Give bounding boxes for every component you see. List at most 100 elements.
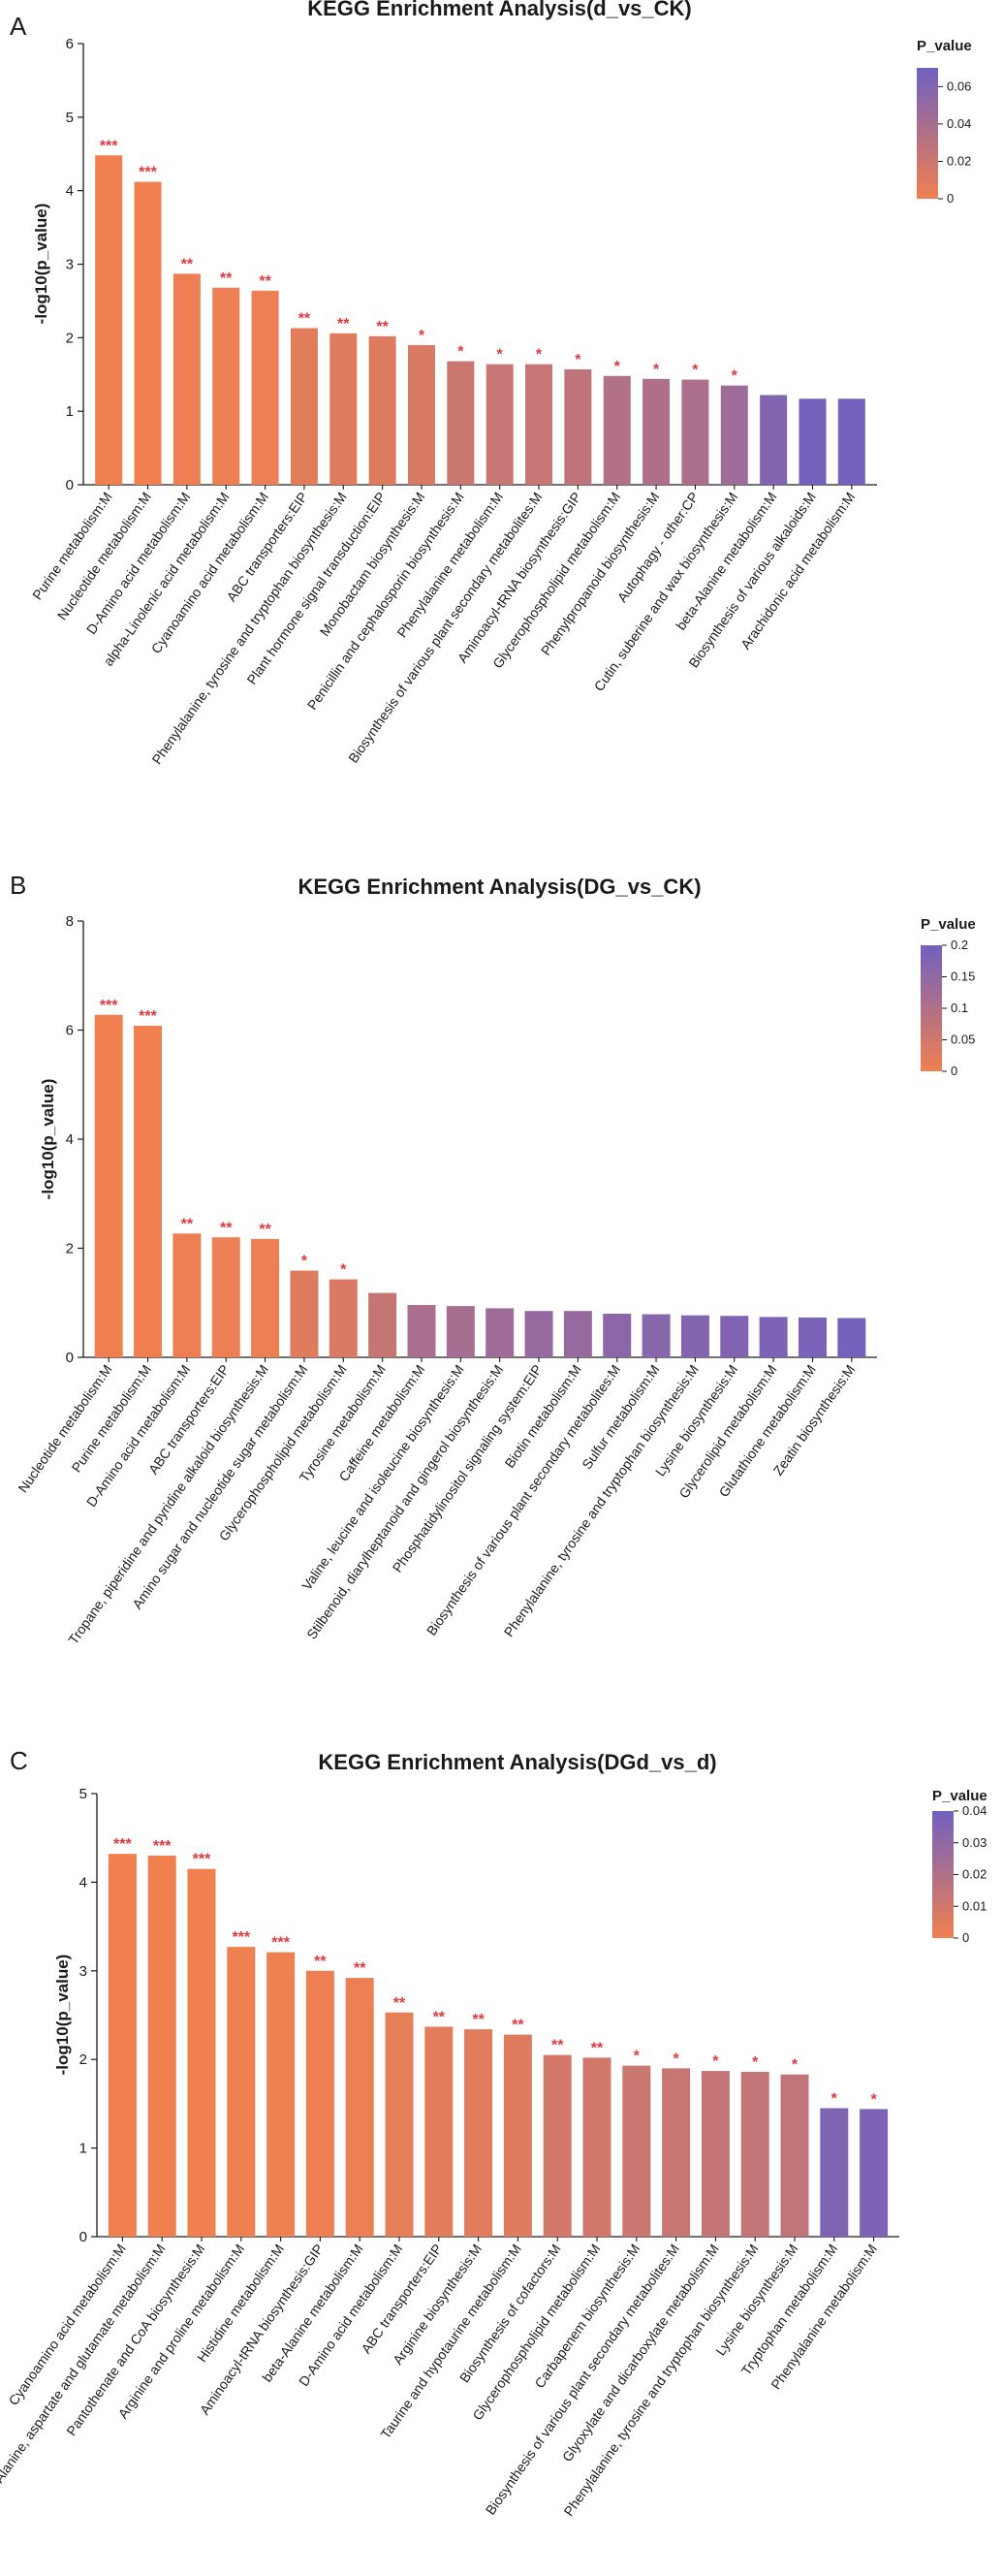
- bar: [662, 2068, 691, 2237]
- legend-tick-label: 0.06: [947, 79, 971, 93]
- significance-label: ***: [100, 998, 118, 1014]
- bar: [94, 1014, 123, 1357]
- significance-label: *: [792, 2057, 799, 2074]
- bar: [720, 1316, 749, 1357]
- bar: [424, 2026, 454, 2237]
- significance-label: **: [354, 1960, 366, 1977]
- bar: [329, 333, 358, 485]
- legend-tick-label: 0: [951, 1064, 957, 1078]
- bar: [251, 290, 279, 485]
- significance-label: *: [457, 344, 464, 361]
- bar: [720, 385, 748, 485]
- significance-label: *: [419, 328, 425, 344]
- bar: [266, 1952, 296, 2237]
- chart-panel-a: A KEGG Enrichment Analysis(d_vs_CK) 0 1 2 3 4 5…: [10, 0, 972, 767]
- bar: [95, 155, 123, 485]
- bar: [290, 1270, 319, 1357]
- bar: [798, 1317, 827, 1357]
- legend-title: P_value: [932, 1788, 987, 1804]
- bar: [108, 1854, 137, 2237]
- bar: [486, 364, 514, 485]
- bar: [681, 379, 709, 485]
- significance-label: *: [870, 2091, 877, 2108]
- significance-label: **: [259, 1222, 271, 1238]
- legend-colorbar: [921, 945, 942, 1071]
- bar: [446, 1306, 475, 1357]
- significance-label: ***: [113, 1836, 132, 1853]
- bar: [603, 375, 631, 485]
- significance-label: **: [551, 2038, 564, 2054]
- significance-label: **: [472, 2012, 485, 2028]
- bar: [503, 2034, 532, 2237]
- bar: [172, 273, 201, 485]
- significance-label: **: [314, 1954, 327, 1970]
- bar: [486, 1308, 515, 1357]
- bar: [212, 287, 240, 485]
- y-axis-label: -log10(p_value): [32, 204, 50, 325]
- bar: [837, 1318, 866, 1357]
- significance-label: *: [831, 2090, 838, 2107]
- y-tick-label: 4: [79, 1874, 87, 1891]
- panel-letter: B: [10, 871, 26, 900]
- bar: [680, 1315, 709, 1357]
- bar: [407, 1305, 436, 1357]
- y-tick-label: 5: [66, 110, 74, 126]
- chart-title: KEGG Enrichment Analysis(d_vs_CK): [307, 0, 692, 20]
- significance-label: **: [433, 2009, 446, 2025]
- significance-label: ***: [232, 1929, 250, 1946]
- significance-label: *: [732, 368, 738, 385]
- bar: [525, 364, 553, 485]
- y-tick-label: 8: [66, 913, 74, 930]
- legend-tick-label: 0.03: [962, 1835, 987, 1850]
- y-tick-label: 2: [66, 1241, 74, 1257]
- legend-tick-label: 0.15: [951, 970, 975, 984]
- significance-label: *: [301, 1254, 308, 1270]
- bar: [780, 2074, 809, 2237]
- bar: [701, 2071, 730, 2237]
- bar: [759, 1317, 788, 1357]
- y-tick-label: 6: [66, 36, 74, 52]
- significance-label: **: [591, 2040, 604, 2056]
- y-tick-label: 4: [66, 1131, 74, 1148]
- bar: [407, 344, 435, 485]
- significance-label: **: [181, 256, 194, 272]
- legend-tick-label: 0: [962, 1930, 969, 1945]
- y-tick-label: 3: [66, 257, 74, 273]
- y-tick-label: 4: [66, 183, 74, 200]
- legend-tick-label: 0.2: [951, 938, 968, 952]
- legend-colorbar: [932, 1811, 954, 1938]
- significance-label: **: [337, 316, 350, 333]
- bar: [837, 398, 865, 485]
- significance-label: *: [692, 363, 699, 379]
- chart-panel-b: B KEGG Enrichment Analysis(DG_vs_CK) 0 2 4 6 8…: [10, 871, 976, 1647]
- bar: [622, 2065, 651, 2237]
- chart-panel-c: C KEGG Enrichment Analysis(DGd_vs_d) 0 1 2 3 4…: [0, 1746, 987, 2519]
- legend-colorbar: [917, 68, 938, 199]
- category-label: Cutin, suberine and wax biosynthesis:M: [591, 490, 741, 694]
- significance-label: ***: [271, 1935, 290, 1952]
- bar: [642, 1314, 671, 1357]
- significance-label: **: [512, 2018, 524, 2034]
- significance-label: ***: [139, 165, 157, 181]
- significance-label: **: [298, 310, 311, 327]
- bar: [385, 2012, 414, 2237]
- bar: [329, 1279, 358, 1357]
- bar: [251, 1238, 280, 1357]
- significance-label: *: [712, 2053, 719, 2070]
- legend-tick-label: 0.02: [962, 1867, 987, 1882]
- bar: [305, 1970, 334, 2237]
- bar: [563, 1311, 592, 1357]
- significance-label: *: [497, 347, 504, 364]
- y-tick-label: 0: [79, 2229, 87, 2245]
- legend-title: P_value: [917, 38, 972, 54]
- bar: [368, 1292, 397, 1357]
- bar: [227, 1947, 256, 2237]
- bar: [368, 335, 396, 485]
- y-tick-label: 1: [66, 403, 74, 420]
- bar: [147, 1855, 176, 2237]
- bar: [211, 1237, 240, 1357]
- significance-label: **: [181, 1216, 194, 1232]
- bar: [740, 2071, 769, 2237]
